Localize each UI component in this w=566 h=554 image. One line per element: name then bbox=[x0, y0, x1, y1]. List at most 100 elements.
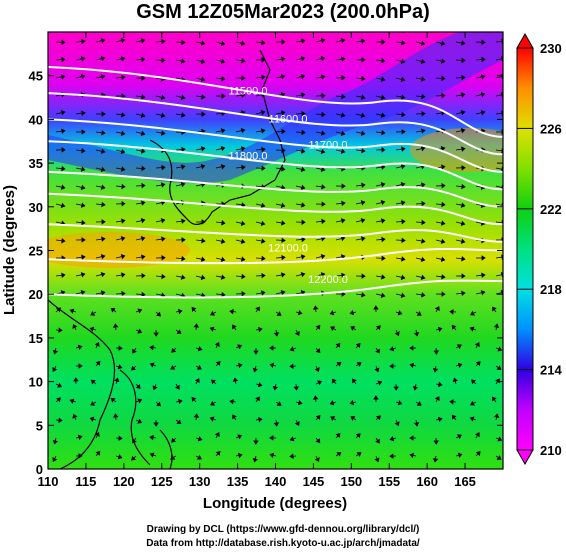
wind-arrow-head bbox=[261, 238, 266, 244]
y-tick-label: 40 bbox=[29, 112, 43, 127]
wind-arrow-head bbox=[376, 415, 381, 421]
wind-arrow-head bbox=[341, 56, 346, 62]
wind-arrow-head bbox=[69, 398, 75, 404]
colorbar: 210 214 218 222 226 230 bbox=[516, 32, 562, 466]
wind-arrow-head bbox=[460, 220, 466, 227]
wind-arrow-head bbox=[375, 348, 380, 354]
wind-arrow-head bbox=[397, 400, 403, 406]
wind-arrow-head bbox=[492, 306, 497, 312]
x-tick-label: 140 bbox=[265, 474, 287, 489]
wind-arrow-head bbox=[460, 128, 466, 134]
wind-arrow-head bbox=[438, 381, 443, 388]
wind-arrow-head bbox=[460, 238, 466, 244]
wind-arrow-head bbox=[317, 380, 323, 386]
y-tick-label: 25 bbox=[29, 244, 43, 259]
wind-arrow-head bbox=[380, 94, 386, 101]
wind-arrow-head bbox=[140, 217, 146, 224]
wind-arrow-head bbox=[269, 435, 274, 441]
wind-arrow-head bbox=[281, 254, 286, 261]
wind-arrow-head bbox=[421, 182, 426, 188]
wind-arrow-head bbox=[493, 413, 500, 419]
wind-arrow-head bbox=[474, 342, 480, 348]
wind-arrow-head bbox=[460, 109, 466, 116]
wind-arrow-head bbox=[240, 256, 246, 262]
colorbar-tick-label: 214 bbox=[540, 363, 562, 378]
wind-arrow-head bbox=[401, 218, 406, 225]
y-tick-label: 10 bbox=[29, 375, 43, 390]
wind-arrow-head bbox=[101, 130, 106, 136]
wind-arrow-head bbox=[389, 436, 395, 442]
wind-arrow-head bbox=[78, 453, 83, 459]
wind-arrow-head bbox=[301, 92, 306, 98]
wind-arrow-head bbox=[301, 148, 306, 154]
wind-arrow-head bbox=[321, 92, 326, 99]
wind-arrow-head bbox=[221, 76, 226, 82]
wind-arrow-head bbox=[496, 365, 502, 370]
x-axis-label: Longitude (degrees) bbox=[203, 495, 347, 512]
wind-arrow-head bbox=[300, 73, 306, 80]
wind-arrow-head bbox=[60, 184, 66, 190]
wind-arrow-head bbox=[480, 110, 486, 116]
wind-arrow-head bbox=[340, 235, 346, 242]
wind-arrow-head bbox=[201, 94, 206, 100]
wind-arrow-head bbox=[156, 401, 162, 407]
wind-arrow-head bbox=[241, 57, 246, 64]
wind-arrow-head bbox=[161, 273, 166, 280]
wind-arrow-head bbox=[440, 40, 446, 47]
wind-arrow-head bbox=[381, 57, 386, 64]
wind-arrow-head bbox=[481, 272, 486, 278]
wind-arrow-head bbox=[72, 413, 78, 419]
wind-arrow-head bbox=[241, 92, 246, 99]
wind-arrow-head bbox=[191, 306, 197, 312]
wind-arrow-head bbox=[416, 311, 422, 316]
wind-arrow-head bbox=[350, 326, 356, 331]
wind-arrow-head bbox=[61, 237, 66, 244]
wind-arrow-head bbox=[356, 452, 362, 457]
wind-arrow-head bbox=[261, 272, 266, 279]
wind-arrow-head bbox=[229, 308, 234, 315]
wind-arrow-head bbox=[380, 182, 386, 188]
wind-arrow-head bbox=[238, 362, 243, 369]
wind-arrow-head bbox=[81, 237, 86, 243]
wind-arrow-head bbox=[220, 274, 226, 280]
x-tick-label: 135 bbox=[227, 474, 249, 489]
wind-arrow-head bbox=[349, 399, 355, 406]
wind-arrow-head bbox=[314, 367, 320, 373]
wind-arrow-head bbox=[240, 40, 246, 46]
wind-arrow-head bbox=[361, 273, 366, 279]
wind-arrow-head bbox=[209, 326, 215, 332]
colorbar-max-arrow bbox=[516, 32, 534, 49]
wind-arrow-head bbox=[152, 385, 158, 391]
wind-arrow-head bbox=[200, 76, 206, 82]
x-tick-label: 145 bbox=[303, 474, 325, 489]
wind-arrow-head bbox=[140, 38, 146, 44]
wind-arrow-head bbox=[401, 256, 406, 262]
wind-arrow-head bbox=[493, 323, 500, 328]
wind-arrow-head bbox=[321, 111, 326, 118]
wind-arrow-head bbox=[272, 385, 279, 391]
wind-arrow-head bbox=[389, 453, 394, 459]
wind-arrow-head bbox=[361, 57, 366, 63]
wind-arrow-head bbox=[196, 364, 202, 370]
geopotential-contours: 11500.0 11600.0 11700.0 11800.0 12100.0 12200… bbox=[48, 65, 503, 299]
wind-arrow-head bbox=[240, 220, 246, 226]
wind-arrow-head bbox=[461, 290, 466, 297]
wind-arrow-head bbox=[289, 453, 294, 459]
wind-arrow-head bbox=[181, 58, 186, 64]
wind-arrow-head bbox=[120, 236, 126, 242]
wind-arrow-head bbox=[121, 290, 126, 297]
wind-arrow-head bbox=[77, 344, 83, 350]
wind-arrow-head bbox=[214, 342, 220, 347]
wind-arrow-head bbox=[237, 452, 243, 459]
wind-arrow-head bbox=[171, 347, 177, 353]
wind-arrow-head bbox=[120, 56, 126, 62]
y-tick-label: 30 bbox=[29, 200, 43, 215]
wind-arrow-head bbox=[260, 109, 266, 116]
wind-arrow-head bbox=[161, 130, 166, 136]
wind-arrow-head bbox=[281, 56, 286, 62]
wind-arrow-head bbox=[112, 323, 119, 328]
wind-arrow-head bbox=[352, 378, 357, 384]
wind-arrow-head bbox=[193, 413, 200, 418]
wind-arrow-head bbox=[100, 38, 106, 44]
wind-arrow-head bbox=[141, 94, 146, 100]
